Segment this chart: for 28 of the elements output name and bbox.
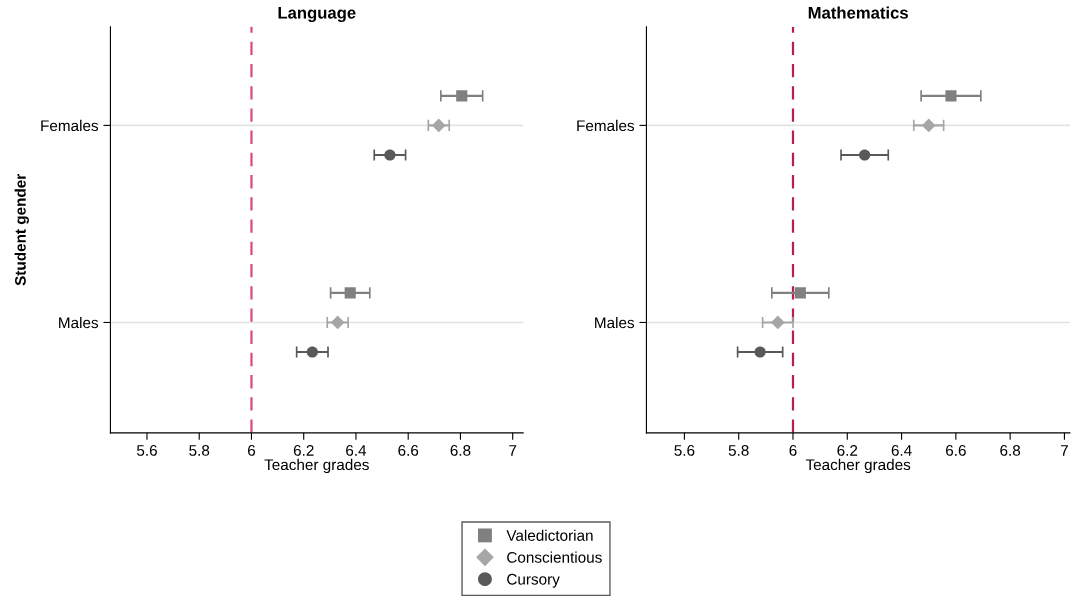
x-tick-label: 6.4 [891, 445, 912, 456]
x-tick-label: 5.8 [189, 445, 210, 456]
legend-label: Valedictorian [506, 529, 593, 541]
x-tick-label: 6.6 [946, 445, 966, 456]
x-tick-label: 6 [789, 445, 797, 456]
chart-title: Mathematics [808, 6, 908, 19]
legend-label: Cursory [507, 573, 560, 588]
x-axis-title: Teacher grades [805, 458, 911, 474]
x-tick-label: 6 [248, 445, 256, 456]
x-tick-label: 6.6 [398, 445, 419, 456]
x-tick-label: 5.8 [728, 445, 749, 456]
x-tick-label: 5.6 [674, 445, 695, 456]
chart-title: Language [278, 7, 356, 23]
legend-label: Conscientious [507, 551, 602, 563]
x-tick-label: 7 [509, 445, 517, 456]
x-tick-label: 6.2 [837, 445, 858, 456]
y-tick-label: Males [59, 316, 99, 329]
y-tick-label: Females [577, 119, 635, 132]
y-axis-title: Student gender [14, 174, 29, 286]
y-tick-label: Females [41, 119, 99, 132]
x-tick-label: 5.6 [136, 445, 157, 456]
y-tick-label: Males [595, 316, 635, 329]
x-tick-label: 7 [1060, 445, 1068, 456]
x-tick-label: 6.4 [346, 445, 367, 456]
x-axis-title: Teacher grades [264, 458, 369, 474]
x-tick-label: 6.8 [1000, 445, 1021, 456]
x-tick-label: 6.2 [293, 445, 314, 456]
x-tick-label: 6.8 [450, 445, 471, 456]
